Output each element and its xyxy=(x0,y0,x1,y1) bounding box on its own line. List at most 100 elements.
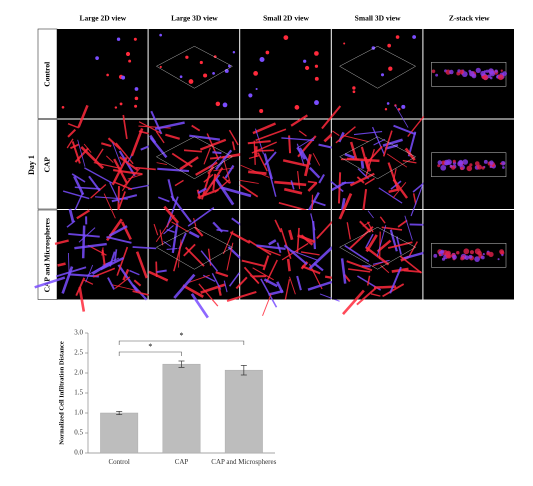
signal xyxy=(476,164,482,170)
signal xyxy=(229,231,251,244)
signal xyxy=(179,156,199,171)
signal xyxy=(399,255,423,274)
signal xyxy=(346,260,373,272)
row-label: Control xyxy=(43,62,52,87)
signal xyxy=(344,244,370,263)
signal xyxy=(474,256,480,262)
signal xyxy=(216,229,229,232)
signal xyxy=(122,114,128,140)
signal xyxy=(483,159,488,164)
x-tick-label: Control xyxy=(108,458,130,466)
signal xyxy=(214,177,235,206)
signal xyxy=(80,146,105,170)
signal xyxy=(213,55,217,58)
signal xyxy=(314,51,319,56)
signal xyxy=(66,138,74,149)
signal xyxy=(83,279,94,285)
signal xyxy=(81,225,86,259)
signal xyxy=(276,281,284,294)
signal xyxy=(109,182,120,203)
signal xyxy=(100,256,125,271)
signal xyxy=(407,241,418,258)
signal xyxy=(303,59,307,63)
signal xyxy=(296,275,302,291)
signal xyxy=(155,130,165,144)
signal xyxy=(165,133,181,140)
signal xyxy=(184,246,205,267)
signal xyxy=(255,87,258,91)
signal xyxy=(188,274,210,283)
signal xyxy=(156,162,168,165)
y-tick-label: 2.5 xyxy=(74,349,83,357)
signal xyxy=(384,144,399,150)
column-header: Z-stack view xyxy=(449,14,490,23)
micrograph xyxy=(423,119,514,209)
signal xyxy=(274,180,307,187)
signal xyxy=(86,262,110,277)
signal xyxy=(66,220,76,228)
micrograph xyxy=(331,185,439,316)
micrograph xyxy=(57,29,148,119)
signal xyxy=(384,108,388,111)
zstack-frame xyxy=(431,152,507,177)
signal xyxy=(74,192,84,211)
signal xyxy=(263,151,277,166)
signal xyxy=(263,153,273,180)
signal xyxy=(101,247,104,256)
signal xyxy=(499,249,504,255)
signal xyxy=(440,249,445,254)
row-label: CAP xyxy=(43,157,52,173)
signal xyxy=(67,253,70,273)
signal xyxy=(248,154,260,160)
signal xyxy=(340,258,347,284)
signal xyxy=(404,215,413,241)
signal xyxy=(61,105,65,109)
signal xyxy=(128,59,132,63)
signal xyxy=(116,191,126,214)
signal xyxy=(197,187,207,195)
signal xyxy=(502,166,505,169)
signal xyxy=(71,173,86,183)
signal xyxy=(482,252,485,256)
signal xyxy=(435,73,439,77)
row-label: CAP and Microspheres xyxy=(43,218,52,292)
volume-box xyxy=(339,136,417,179)
signal xyxy=(300,251,320,256)
signal xyxy=(370,293,381,297)
signal xyxy=(491,164,494,167)
signal xyxy=(183,149,202,153)
signal xyxy=(62,190,90,200)
signal xyxy=(34,276,66,289)
signal xyxy=(135,166,156,171)
signal xyxy=(387,241,413,249)
x-tick-label: CAP xyxy=(174,458,189,466)
signal xyxy=(318,174,325,184)
signal xyxy=(159,229,164,246)
signal xyxy=(92,267,116,278)
signal xyxy=(248,93,253,98)
signal xyxy=(134,96,139,101)
signal xyxy=(483,70,487,73)
micrograph xyxy=(135,110,249,209)
signal xyxy=(166,196,179,228)
signal xyxy=(485,69,489,73)
signal xyxy=(321,105,342,130)
signal xyxy=(397,107,401,111)
signal xyxy=(372,259,390,265)
signal xyxy=(475,67,481,74)
signal xyxy=(138,121,162,134)
signal xyxy=(75,277,86,297)
signal xyxy=(130,127,144,157)
signal xyxy=(387,43,391,48)
signal xyxy=(228,64,231,68)
signal xyxy=(215,271,229,278)
signal xyxy=(67,122,80,129)
signal xyxy=(316,219,335,240)
signal xyxy=(77,104,89,128)
signal xyxy=(248,239,272,256)
signal xyxy=(360,146,369,170)
signal xyxy=(189,134,220,141)
signal xyxy=(468,254,473,259)
signal xyxy=(113,249,118,262)
signal xyxy=(247,140,271,145)
